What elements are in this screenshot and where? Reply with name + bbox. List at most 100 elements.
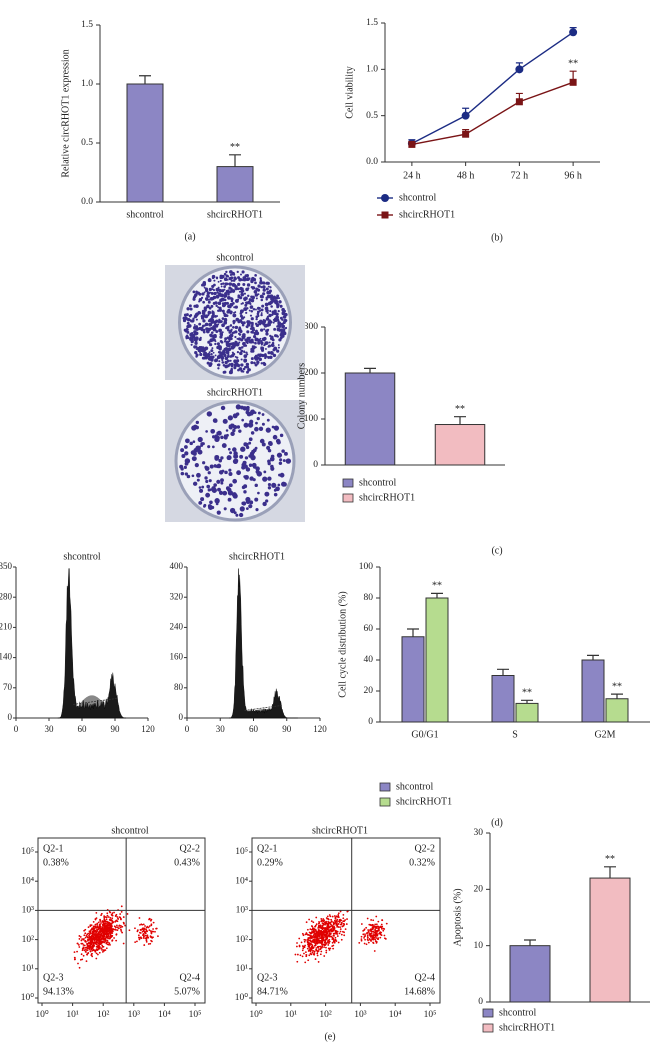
colony: [225, 350, 230, 355]
colony: [277, 344, 280, 346]
event: [371, 928, 374, 931]
colony: [234, 335, 237, 339]
event: [369, 933, 372, 936]
colony: [236, 270, 239, 274]
colony: [230, 367, 234, 371]
event: [99, 925, 102, 928]
colony: [256, 471, 262, 477]
colony: [207, 445, 211, 449]
colony: [246, 322, 250, 325]
significance: **: [230, 142, 240, 153]
event: [118, 916, 121, 919]
event: [147, 943, 150, 945]
event: [146, 925, 149, 928]
event: [136, 929, 139, 932]
colony: [229, 451, 233, 455]
event: [371, 936, 374, 939]
colony: [268, 441, 273, 446]
event: [82, 946, 85, 949]
event: [318, 921, 320, 923]
event: [96, 924, 99, 926]
event: [144, 931, 147, 933]
event: [96, 936, 99, 939]
colony: [209, 464, 214, 469]
x-tick-label: 10⁴: [389, 1010, 403, 1020]
event: [103, 915, 106, 918]
event: [315, 947, 318, 949]
event: [95, 952, 98, 955]
event: [322, 937, 325, 940]
event: [118, 927, 120, 929]
event: [103, 922, 106, 925]
colony: [238, 429, 242, 433]
legend-swatch: [342, 493, 354, 503]
colony: [243, 484, 248, 489]
event: [329, 933, 331, 936]
event: [365, 943, 368, 946]
event: [119, 926, 122, 929]
image-label: shcircRHOT1: [207, 387, 263, 398]
colony: [250, 317, 254, 321]
x-tick-label: G2M: [594, 729, 615, 740]
colony: [217, 319, 222, 324]
colony: [221, 323, 225, 328]
colony: [271, 344, 275, 347]
colony: [251, 345, 254, 348]
colony: [192, 317, 195, 320]
colony: [237, 287, 240, 291]
event: [98, 951, 101, 954]
colony: [273, 296, 277, 300]
colony: [246, 336, 251, 341]
colony: [216, 479, 221, 484]
event: [299, 954, 302, 957]
event: [97, 948, 100, 950]
colony: [244, 365, 247, 369]
colony: [266, 418, 270, 422]
colony: [224, 353, 226, 356]
colony: [262, 361, 266, 365]
colony: [205, 329, 210, 334]
event: [374, 928, 377, 930]
event: [329, 947, 332, 950]
colony: [269, 309, 272, 313]
colony: [207, 278, 212, 283]
event: [306, 939, 309, 941]
colony: [281, 324, 285, 329]
event: [306, 947, 309, 950]
event: [86, 933, 89, 936]
colony: [252, 334, 257, 339]
event: [93, 938, 95, 940]
colony: [278, 461, 283, 465]
colony: [216, 430, 222, 436]
colony: [267, 476, 272, 481]
colony: [279, 316, 283, 320]
y-tick-label: 200: [304, 368, 319, 378]
event: [302, 947, 305, 950]
colony: [263, 328, 266, 331]
colony: [192, 440, 196, 444]
colony: [275, 316, 279, 320]
event: [150, 923, 153, 926]
event: [318, 948, 320, 951]
colony: [217, 301, 222, 306]
colony: [209, 333, 213, 337]
colony: [268, 344, 272, 348]
event: [332, 940, 335, 942]
colony: [251, 276, 255, 281]
colony: [216, 342, 220, 346]
y-tick-label: 10³: [22, 906, 35, 916]
event: [324, 921, 326, 924]
colony: [202, 283, 206, 286]
event: [94, 926, 97, 929]
colony: [223, 320, 228, 325]
event: [342, 925, 345, 927]
event: [363, 937, 365, 939]
event: [370, 919, 373, 921]
colony: [196, 478, 200, 482]
colony: [269, 294, 274, 298]
colony: [203, 291, 206, 294]
event: [149, 942, 152, 945]
colony: [246, 320, 249, 323]
event: [304, 961, 307, 964]
colony: [202, 461, 206, 465]
